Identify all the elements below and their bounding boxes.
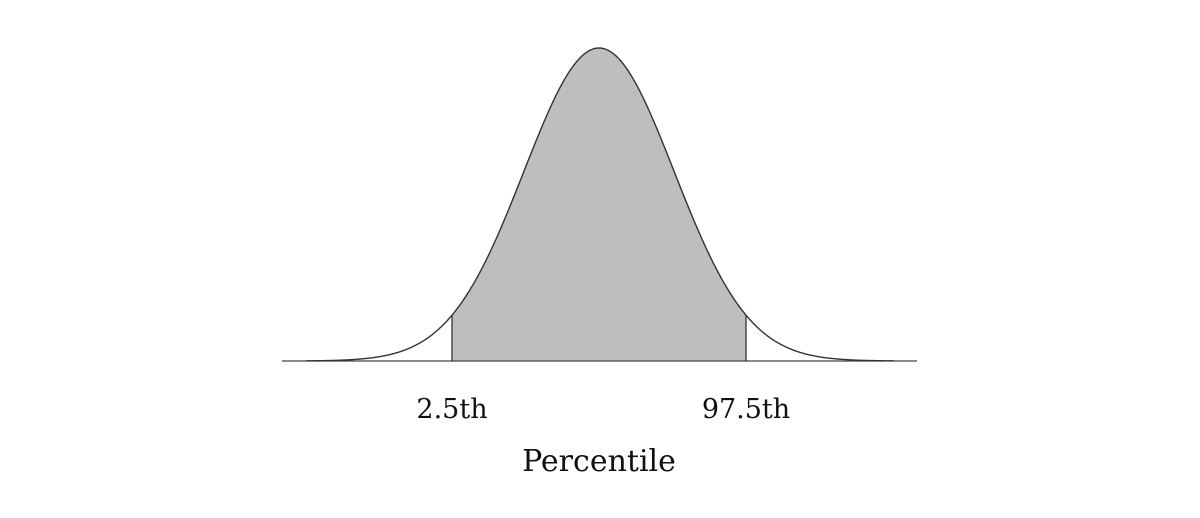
density-curve — [305, 47, 894, 362]
chart-labels: 2.5th 97.5th Percentile — [416, 394, 790, 479]
shaded-interval-area — [452, 48, 746, 361]
x-axis-label: Percentile — [522, 444, 676, 479]
chart-marks — [282, 47, 917, 362]
tick-label-upper: 97.5th — [702, 394, 790, 425]
tick-label-lower: 2.5th — [416, 394, 487, 425]
